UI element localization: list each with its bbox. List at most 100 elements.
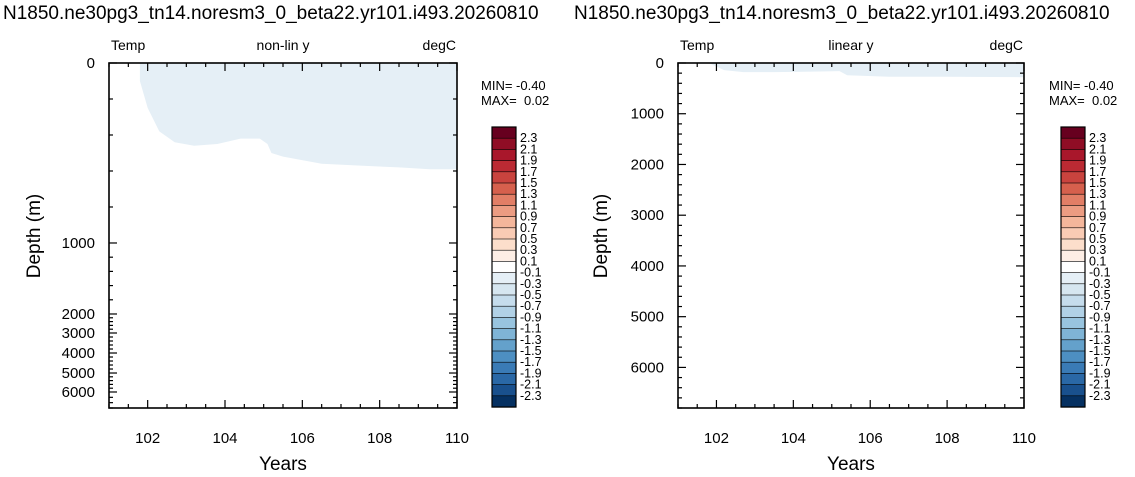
- y-tick-label: 4000: [62, 345, 95, 362]
- colorbar-swatch: [491, 373, 517, 386]
- right-ticks: 102 104 106 108 110 0 1000 2000 3000 4000 5000 6000: [631, 55, 1036, 447]
- left-ticks: 102 104 106 108 110 0 1000 2000 3000 4000 5000 6000: [62, 55, 469, 447]
- colorbar-label: -2.3: [1089, 389, 1111, 403]
- colorbar-swatch: [491, 384, 517, 397]
- y-tick-label: 2000: [631, 156, 664, 173]
- colorbar-swatch: [491, 305, 517, 319]
- right-x-axis-title: Years: [827, 454, 875, 475]
- x-tick-label: 108: [367, 430, 392, 447]
- colorbar-label: 0.7: [520, 221, 537, 235]
- y-tick-label: 3000: [631, 207, 664, 224]
- colorbar-label: 2.3: [520, 131, 537, 145]
- colorbar-label: 0.9: [1089, 210, 1106, 224]
- x-tick-label: 104: [212, 430, 237, 447]
- y-tick-label: 1000: [62, 235, 95, 252]
- colorbar-swatch: [1060, 350, 1086, 363]
- colorbar-label: -0.1: [520, 266, 542, 280]
- colorbar-label: 0.1: [520, 254, 537, 268]
- colorbar-swatch: [1060, 361, 1086, 375]
- x-tick-label: 104: [781, 430, 806, 447]
- colorbar-swatch: [1060, 205, 1086, 218]
- colorbar-label: 1.1: [1089, 198, 1106, 212]
- colorbar-label: 0.3: [1089, 243, 1106, 257]
- colorbar-swatch: [491, 216, 517, 229]
- y-tick-label: 6000: [62, 384, 95, 401]
- colorbar-swatch: [1060, 160, 1086, 173]
- colorbar-swatch: [491, 395, 517, 408]
- colorbar-swatch: [1060, 216, 1086, 229]
- y-tick-label: 0: [87, 55, 95, 72]
- colorbar-swatch: [1060, 249, 1086, 262]
- colorbar-label: -1.9: [520, 366, 542, 380]
- left-variable-label: Temp: [111, 37, 145, 53]
- colorbar-swatch: [1060, 305, 1086, 319]
- colorbar-label: 1.9: [520, 154, 537, 168]
- colorbar-swatch: [1060, 294, 1086, 307]
- left-y-axis-title: Depth (m): [24, 194, 45, 278]
- colorbar-label: -1.9: [1089, 366, 1111, 380]
- colorbar-swatch: [1060, 283, 1086, 296]
- colorbar-swatch: [1060, 137, 1086, 150]
- colorbar-swatch: [491, 317, 517, 330]
- colorbar-label: -1.1: [1089, 322, 1111, 336]
- right-scale-label: linear y: [828, 37, 873, 53]
- colorbar-swatch: [1060, 171, 1086, 184]
- right-y-axis-title: Depth (m): [591, 194, 612, 278]
- colorbar-label: -0.3: [520, 277, 542, 291]
- colorbar-label: 1.5: [1089, 176, 1106, 190]
- x-tick-label: 110: [1012, 430, 1036, 447]
- colorbar-label: -2.3: [520, 389, 542, 403]
- colorbar-label: 1.7: [520, 165, 537, 179]
- colorbar-swatch: [1060, 182, 1086, 195]
- colorbar-label: 0.7: [1089, 221, 1106, 235]
- colorbar-swatch: [1060, 328, 1086, 341]
- colorbar-label: -0.3: [1089, 277, 1111, 291]
- colorbar-swatch: [491, 283, 517, 296]
- colorbar-label: 2.1: [520, 142, 537, 156]
- colorbar-label: -0.7: [520, 299, 542, 313]
- colorbar-swatch: [1060, 339, 1086, 352]
- colorbar-swatch: [1060, 373, 1086, 386]
- colorbar-label: -2.1: [1089, 378, 1111, 392]
- x-tick-label: 108: [935, 430, 960, 447]
- right-max-label: MAX= 0.02: [1049, 93, 1118, 108]
- colorbar-swatch: [1060, 272, 1086, 285]
- colorbar-label: -0.9: [1089, 310, 1111, 324]
- colorbar-label: 0.5: [1089, 232, 1106, 246]
- colorbar-label: 1.7: [1089, 165, 1106, 179]
- colorbar-swatch: [491, 182, 517, 195]
- y-tick-label: 0: [656, 55, 664, 72]
- left-colorbar: 2.32.11.91.71.51.31.10.90.70.50.30.1-0.1…: [491, 126, 542, 408]
- right-min-label: MIN= -0.40: [1049, 78, 1114, 93]
- right-panel-title: N1850.ne30pg3_tn14.noresm3_0_beta22.yr10…: [574, 3, 1110, 24]
- colorbar-label: 0.5: [520, 232, 537, 246]
- colorbar-label: 0.1: [1089, 254, 1106, 268]
- colorbar-swatch: [1060, 193, 1086, 206]
- colorbar-label: -0.7: [1089, 299, 1111, 313]
- colorbar-label: -1.1: [520, 322, 542, 336]
- colorbar-swatch: [491, 249, 517, 262]
- colorbar-swatch: [1060, 384, 1086, 397]
- y-tick-label: 1000: [631, 106, 664, 123]
- colorbar-swatch: [491, 193, 517, 206]
- colorbar-swatch: [1060, 227, 1086, 240]
- colorbar-label: -0.1: [1089, 266, 1111, 280]
- colorbar-swatch: [491, 272, 517, 285]
- colorbar-swatch: [1060, 261, 1086, 274]
- colorbar-swatch: [491, 160, 517, 173]
- left-min-label: MIN= -0.40: [481, 78, 546, 93]
- left-scale-label: non-lin y: [257, 37, 310, 53]
- colorbar-label: -1.3: [1089, 333, 1111, 347]
- left-panel-title: N1850.ne30pg3_tn14.noresm3_0_beta22.yr10…: [3, 3, 539, 24]
- colorbar-label: 1.5: [520, 176, 537, 190]
- y-tick-label: 6000: [631, 359, 664, 376]
- x-tick-label: 110: [445, 430, 469, 447]
- colorbar-label: 1.1: [520, 198, 537, 212]
- colorbar-label: -1.7: [1089, 355, 1111, 369]
- left-max-label: MAX= 0.02: [481, 93, 550, 108]
- y-tick-label: 5000: [62, 365, 95, 382]
- x-tick-label: 102: [704, 430, 729, 447]
- y-tick-label: 3000: [62, 325, 95, 342]
- colorbar-swatch: [491, 328, 517, 341]
- colorbar-swatch: [491, 227, 517, 240]
